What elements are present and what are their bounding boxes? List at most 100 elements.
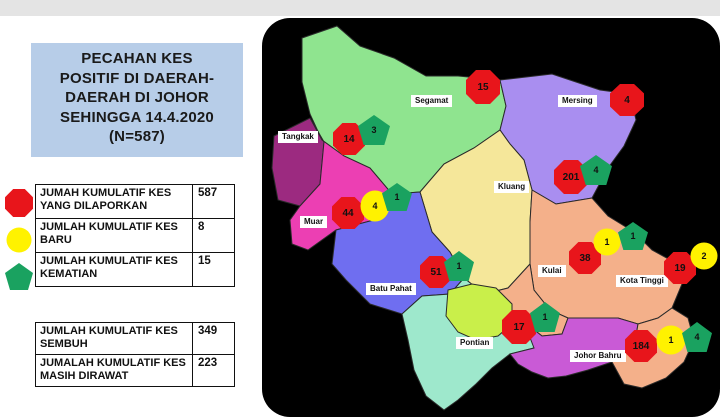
death-badge-batu-pahat: 1 [444, 251, 474, 281]
death-badge-tangkak: 3 [358, 115, 390, 145]
reported-count: 51 [430, 266, 442, 278]
district-label-muar: Muar [300, 216, 328, 228]
legend-value: 15 [192, 252, 235, 287]
legend-row: JUMAH KUMULATIF KES YANG DILAPORKAN 587 [35, 184, 235, 219]
new-badge-johor-bahru: 1 [656, 325, 686, 355]
title-line: DAERAH DI JOHOR [65, 89, 209, 106]
district-label-mersing: Mersing [558, 95, 597, 107]
reported-badge-mersing: 4 [610, 84, 644, 116]
district-label-batu-pahat: Batu Pahat [366, 283, 416, 295]
reported-count: 38 [579, 252, 591, 264]
death-badge-kulai: 1 [618, 222, 648, 250]
red-octagon-icon [502, 310, 536, 344]
red-octagon-icon [569, 242, 601, 274]
red-octagon-icon [625, 330, 657, 362]
death-badge-kluang: 4 [580, 155, 612, 185]
summary-value: 349 [192, 322, 235, 355]
death-badge-johor-bahru: 4 [682, 322, 712, 352]
title-line: POSITIF DI DAERAH- [59, 69, 215, 87]
red-octagon-icon [664, 252, 696, 284]
death-count: 4 [694, 332, 700, 342]
top-bar [0, 0, 720, 16]
legend-table: JUMAH KUMULATIF KES YANG DILAPORKAN 587 … [35, 184, 235, 287]
district-label-kota-tinggi: Kota Tinggi [616, 275, 668, 287]
district-label-kluang: Kluang [494, 181, 530, 193]
green-pentagon-icon [682, 322, 712, 352]
new-badge-kota-tinggi: 2 [690, 242, 718, 270]
green-pentagon-icon [382, 183, 412, 211]
reported-count: 44 [342, 207, 354, 219]
red-octagon-icon [332, 197, 364, 229]
green-pentagon-icon [444, 251, 474, 281]
yellow-circle-icon [690, 242, 718, 270]
summary-label: JUMLAH KUMULATIF KES SEMBUH [35, 322, 193, 355]
green-pentagon-icon [580, 155, 612, 185]
district-label-segamat: Segamat [411, 95, 453, 107]
summary-table: JUMLAH KUMULATIF KES SEMBUH 349 JUMALAH … [35, 322, 235, 387]
reported-badge-batu-pahat: 51 [420, 256, 452, 288]
title-line: PECAHAN KES [81, 50, 193, 67]
district-label-pontian: Pontian [456, 337, 494, 349]
summary-label: JUMALAH KUMULATIF KES MASIH DIRAWAT [35, 354, 193, 387]
legend-row: JUMLAH KUMULATIF KES KEMATIAN 15 [35, 252, 235, 287]
summary-value: 223 [192, 354, 235, 387]
new-count: 1 [668, 335, 674, 345]
reported-count: 184 [632, 340, 650, 352]
legend-row: JUMLAH KUMULATIF KES BARU 8 [35, 218, 235, 253]
title-line: SEHINGGA 14.4.2020 [60, 108, 214, 126]
death-count: 1 [394, 192, 400, 202]
death-count: 4 [593, 165, 599, 175]
red-octagon-icon [420, 256, 452, 288]
yellow-circle-icon [593, 228, 621, 256]
death-badge-pontian: 1 [530, 302, 560, 332]
reported-count: 15 [477, 81, 489, 93]
red-octagon-icon [333, 123, 365, 155]
district-label-tangkak: Tangkak [278, 131, 318, 143]
new-count: 2 [701, 251, 707, 261]
infographic-title: PECAHAN KES POSITIF DI DAERAH- DAERAH DI… [31, 43, 243, 157]
green-pentagon-icon [358, 115, 390, 145]
reported-count: 201 [562, 171, 580, 183]
yellow-circle-icon [6, 227, 32, 253]
red-octagon-icon [554, 160, 588, 194]
summary-row: JUMALAH KUMULATIF KES MASIH DIRAWAT 223 [35, 354, 235, 387]
legend-label: JUMLAH KUMULATIF KES BARU [35, 218, 193, 253]
death-count: 1 [542, 312, 548, 322]
green-pentagon-icon [618, 222, 648, 250]
title-line: (N=587) [108, 128, 165, 145]
new-count: 1 [604, 237, 610, 247]
death-badge-muar: 1 [382, 183, 412, 211]
death-count: 3 [371, 125, 377, 135]
summary-row: JUMLAH KUMULATIF KES SEMBUH 349 [35, 322, 235, 355]
reported-count: 17 [513, 321, 525, 333]
reported-count: 19 [674, 262, 686, 274]
reported-badge-johor-bahru: 184 [625, 330, 657, 362]
district-label-johor-bahru: Johor Bahru [570, 350, 626, 362]
reported-badge-kluang: 201 [554, 160, 588, 194]
green-pentagon-icon [530, 302, 560, 332]
reported-badge-kulai: 38 [569, 242, 601, 274]
new-count: 4 [372, 201, 378, 211]
reported-badge-tangkak: 14 [333, 123, 365, 155]
yellow-circle-icon [656, 325, 686, 355]
reported-count: 4 [624, 94, 630, 106]
green-pentagon-icon [5, 263, 33, 290]
reported-badge-segamat: 15 [466, 70, 500, 104]
reported-badge-kota-tinggi: 19 [664, 252, 696, 284]
reported-badge-muar: 44 [332, 197, 364, 229]
district-label-kulai: Kulai [538, 265, 566, 277]
reported-badge-pontian: 17 [502, 310, 536, 344]
reported-count: 14 [343, 133, 355, 145]
red-octagon-icon [5, 189, 33, 217]
new-badge-muar: 4 [360, 190, 390, 222]
legend-value: 587 [192, 184, 235, 219]
death-count: 1 [630, 231, 636, 241]
new-badge-kulai: 1 [593, 228, 621, 256]
legend-value: 8 [192, 218, 235, 253]
red-octagon-icon [466, 70, 500, 104]
yellow-circle-icon [360, 190, 390, 222]
red-octagon-icon [610, 84, 644, 116]
legend-label: JUMAH KUMULATIF KES YANG DILAPORKAN [35, 184, 193, 219]
death-count: 1 [456, 261, 462, 271]
legend-label: JUMLAH KUMULATIF KES KEMATIAN [35, 252, 193, 287]
